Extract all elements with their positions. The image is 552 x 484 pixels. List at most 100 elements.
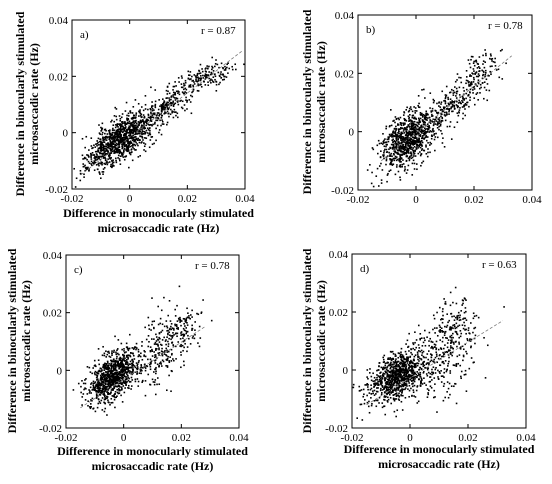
scatter-point xyxy=(386,392,389,395)
scatter-point xyxy=(158,129,161,131)
scatter-point xyxy=(104,139,106,141)
scatter-point xyxy=(153,356,156,359)
scatter-point xyxy=(372,185,375,188)
scatter-point xyxy=(414,365,416,367)
scatter-point xyxy=(207,81,209,83)
scatter-point xyxy=(102,345,104,348)
scatter-point xyxy=(416,132,418,135)
scatter-point xyxy=(118,143,120,146)
scatter-point xyxy=(98,400,101,403)
scatter-point xyxy=(118,377,120,379)
scatter-point xyxy=(420,377,423,380)
scatter-point xyxy=(155,139,157,142)
scatter-point xyxy=(375,399,377,402)
scatter-point xyxy=(117,339,120,341)
scatter-point xyxy=(119,372,121,374)
scatter-point xyxy=(406,169,409,171)
scatter-point xyxy=(385,395,387,398)
scatter-point xyxy=(106,149,109,152)
scatter-point xyxy=(122,139,124,141)
scatter-point xyxy=(402,367,404,370)
scatter-point xyxy=(133,128,136,131)
scatter-point xyxy=(113,369,115,371)
scatter-point xyxy=(100,382,103,384)
scatter-point xyxy=(412,144,415,146)
scatter-point xyxy=(465,82,467,85)
scatter-point xyxy=(464,369,467,372)
scatter-point xyxy=(402,368,405,371)
scatter-point xyxy=(404,350,407,353)
scatter-point xyxy=(482,74,484,77)
scatter-point xyxy=(122,156,125,158)
scatter-point xyxy=(193,74,196,76)
scatter-point xyxy=(95,143,97,145)
scatter-point xyxy=(166,366,169,368)
scatter-point xyxy=(120,377,123,379)
scatter-point xyxy=(380,150,382,153)
scatter-point xyxy=(173,111,176,113)
scatter-point xyxy=(450,107,452,110)
scatter-point xyxy=(188,84,191,87)
scatter-point xyxy=(394,140,397,143)
scatter-point xyxy=(111,142,114,144)
scatter-point xyxy=(132,370,134,373)
scatter-point xyxy=(434,149,436,152)
scatter-point xyxy=(166,121,169,124)
scatter-point xyxy=(416,364,419,367)
scatter-point xyxy=(429,92,432,94)
scatter-point xyxy=(150,86,152,89)
scatter-point xyxy=(167,101,169,104)
scatter-point xyxy=(442,347,445,350)
scatter-point xyxy=(83,173,85,176)
scatter-point xyxy=(120,153,123,155)
scatter-point xyxy=(401,362,403,364)
scatter-point xyxy=(392,130,394,133)
scatter-point xyxy=(81,396,84,398)
scatter-point xyxy=(184,330,187,332)
scatter-point xyxy=(126,114,128,117)
scatter-point xyxy=(404,148,407,151)
scatter-point xyxy=(423,121,425,123)
scatter-point xyxy=(168,97,170,99)
correlation-annotation: r = 0.78 xyxy=(488,20,523,32)
scatter-point xyxy=(72,389,75,391)
scatter-point xyxy=(149,117,152,120)
scatter-point xyxy=(398,396,401,398)
scatter-point xyxy=(427,128,430,130)
scatter-point xyxy=(392,361,395,363)
scatter-point xyxy=(129,129,131,132)
scatter-point xyxy=(197,342,199,344)
scatter-point xyxy=(408,109,411,112)
scatter-point xyxy=(100,148,103,150)
scatter-point xyxy=(456,121,459,124)
scatter-point xyxy=(403,117,406,120)
scatter-point xyxy=(107,393,110,396)
scatter-point xyxy=(436,124,439,126)
scatter-point xyxy=(446,391,448,393)
scatter-point xyxy=(122,380,125,382)
scatter-point xyxy=(224,69,227,71)
scatter-point xyxy=(398,132,400,135)
scatter-point xyxy=(107,391,110,394)
scatter-point xyxy=(220,62,223,65)
scatter-point xyxy=(124,387,126,389)
scatter-point xyxy=(108,382,111,385)
scatter-point xyxy=(419,374,422,376)
scatter-point xyxy=(179,345,181,347)
scatter-point xyxy=(103,377,106,379)
scatter-point xyxy=(375,383,377,386)
scatter-point xyxy=(389,155,391,157)
scatter-point xyxy=(406,369,409,372)
y-tick-label: 0.04 xyxy=(329,249,349,261)
scatter-point xyxy=(119,119,122,122)
scatter-point xyxy=(412,347,415,350)
scatter-point xyxy=(137,361,140,364)
scatter-point xyxy=(110,391,112,393)
scatter-point xyxy=(453,108,456,110)
scatter-point xyxy=(392,389,394,392)
scatter-point xyxy=(481,69,483,72)
scatter-point xyxy=(465,97,467,100)
scatter-point xyxy=(200,312,203,314)
scatter-point xyxy=(151,355,154,357)
y-tick-label: 0 xyxy=(63,128,69,140)
